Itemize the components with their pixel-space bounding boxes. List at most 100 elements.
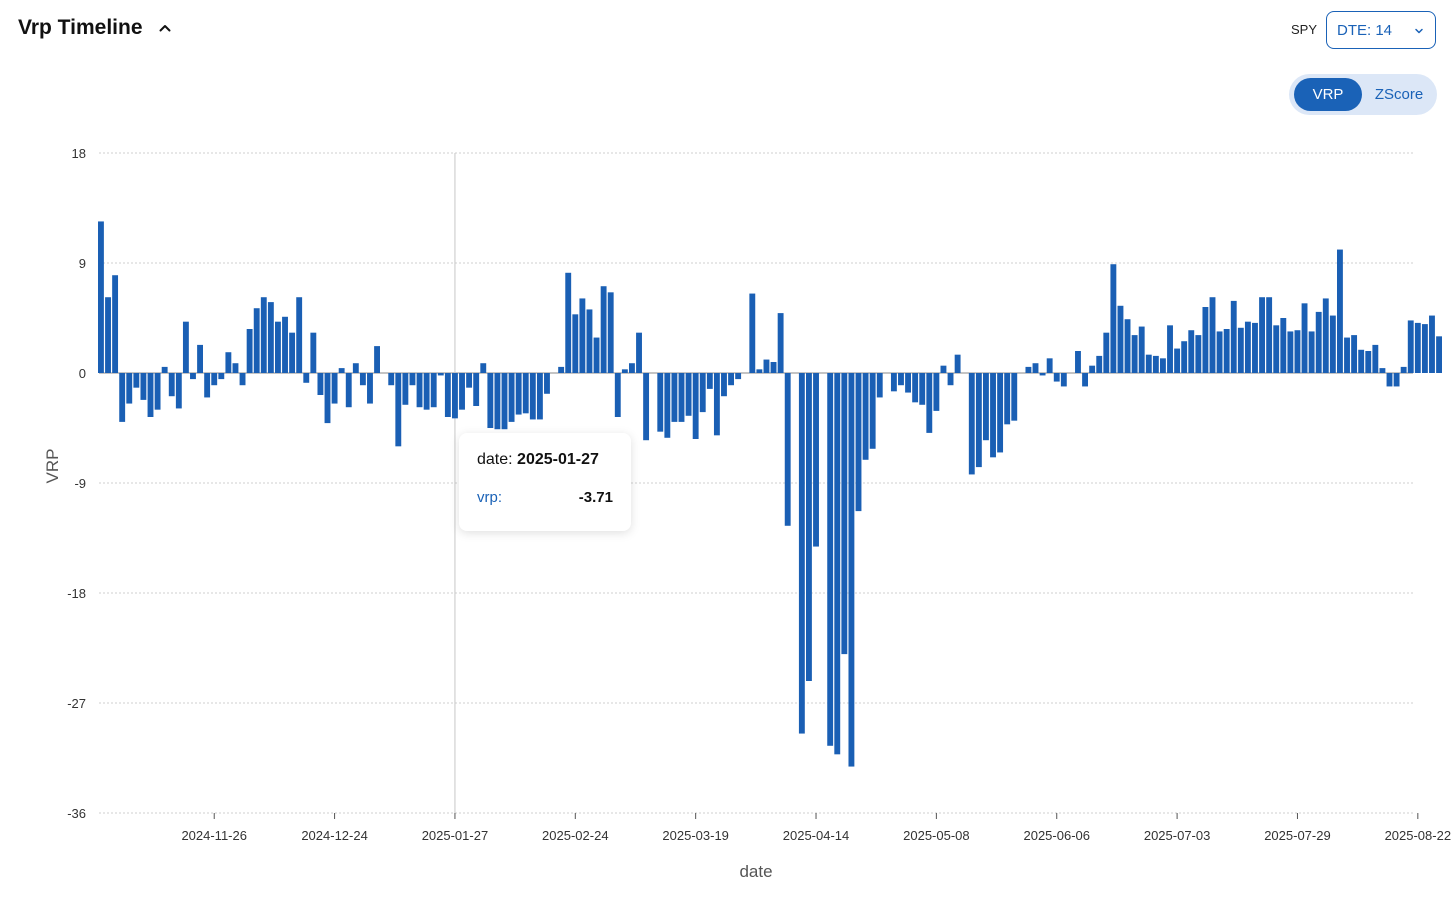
chevron-up-icon[interactable] — [155, 18, 175, 38]
bar — [359, 373, 366, 386]
bar — [1266, 297, 1273, 373]
bar — [1379, 368, 1386, 373]
panel-header: Vrp Timeline SPY DTE: 14 — [0, 0, 1456, 62]
bar — [713, 373, 720, 436]
bar — [1294, 330, 1301, 373]
bar — [898, 373, 904, 386]
bar — [1351, 335, 1358, 373]
bar — [282, 316, 288, 373]
bar — [862, 373, 869, 460]
bar — [1315, 311, 1322, 373]
x-axis-title: date — [739, 862, 772, 881]
bar — [1259, 297, 1265, 373]
bar — [1075, 351, 1081, 373]
y-tick-label: 18 — [72, 146, 86, 161]
bar — [983, 373, 989, 441]
bar — [529, 373, 536, 420]
bar — [1089, 365, 1096, 373]
bar — [1082, 373, 1088, 387]
bar — [1393, 373, 1400, 387]
bar — [154, 373, 161, 410]
bar — [1216, 331, 1223, 373]
bar — [763, 359, 770, 373]
bar — [770, 362, 777, 373]
bar — [133, 373, 140, 388]
y-tick-label: -9 — [74, 476, 86, 491]
bar — [933, 373, 940, 411]
bar — [1160, 358, 1166, 373]
y-tick-label: -36 — [67, 806, 86, 821]
bar — [1414, 322, 1421, 373]
bar — [416, 373, 423, 408]
bar — [572, 314, 579, 373]
bar — [1429, 315, 1435, 373]
bar — [841, 373, 848, 655]
bar — [721, 373, 727, 397]
bar — [735, 373, 742, 380]
bar — [105, 297, 111, 373]
tooltip-date-value: 2025-01-27 — [517, 451, 599, 468]
bar — [367, 373, 373, 404]
bar — [197, 344, 203, 373]
bar — [1308, 331, 1315, 373]
bar — [1039, 373, 1046, 376]
bar — [444, 373, 451, 417]
bar — [487, 373, 494, 428]
bar — [1167, 325, 1173, 373]
bar — [671, 373, 678, 422]
bar — [522, 373, 529, 414]
bar — [437, 373, 444, 376]
toggle-zscore[interactable]: ZScore — [1374, 86, 1424, 103]
bar — [1103, 332, 1110, 373]
bar — [1174, 348, 1181, 373]
bar — [1181, 341, 1188, 373]
bar — [239, 373, 246, 386]
bar — [1287, 331, 1294, 373]
bar — [1138, 326, 1145, 373]
bar — [218, 373, 225, 380]
bar — [168, 373, 175, 397]
bar — [190, 373, 196, 380]
bar — [296, 297, 303, 373]
symbol-label: SPY — [1291, 22, 1318, 37]
x-tick-label: 2025-03-19 — [662, 828, 729, 843]
bar — [657, 373, 664, 432]
y-tick-label: -27 — [67, 696, 86, 711]
dte-select[interactable]: DTE: 14 — [1326, 11, 1436, 49]
bar — [466, 373, 473, 388]
bar — [260, 297, 267, 373]
x-tick-label: 2024-12-24 — [301, 828, 368, 843]
x-tick-label: 2025-07-29 — [1264, 828, 1331, 843]
bar — [536, 373, 543, 420]
bar — [473, 373, 480, 406]
bar — [1117, 305, 1124, 373]
bar — [756, 369, 763, 373]
toggle-vrp[interactable]: VRP — [1294, 78, 1362, 111]
bar — [204, 373, 211, 398]
bar — [98, 221, 104, 373]
bar — [459, 373, 465, 410]
bar — [1244, 321, 1251, 373]
bar — [246, 329, 253, 373]
bar — [1011, 373, 1018, 421]
dte-select-value: DTE: 14 — [1337, 22, 1393, 39]
bar — [777, 313, 784, 373]
bar — [975, 373, 982, 468]
page-title: Vrp Timeline — [18, 16, 143, 39]
mode-toggle: VRP ZScore — [1289, 74, 1437, 115]
bar — [621, 369, 628, 373]
bar — [1209, 297, 1216, 373]
bar — [501, 373, 508, 430]
tooltip-title: date: 2025-01-27 — [477, 451, 599, 469]
y-tick-label: -18 — [67, 586, 86, 601]
bar — [834, 373, 841, 755]
bar — [423, 373, 430, 410]
bar — [1280, 318, 1287, 373]
bar — [112, 275, 119, 373]
bar — [629, 363, 635, 373]
bar — [869, 373, 876, 449]
bar — [289, 332, 296, 373]
bar — [494, 373, 501, 430]
bar — [905, 373, 911, 393]
bar — [876, 373, 883, 398]
